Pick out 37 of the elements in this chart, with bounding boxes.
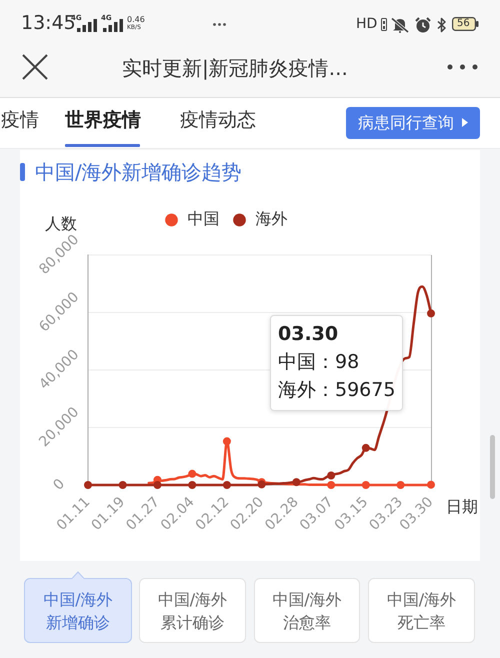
point: [327, 472, 336, 480]
query-button: 病患同行查询: [346, 107, 480, 139]
point: [188, 481, 196, 489]
text: 实时更新|新冠肺炎疫情...: [122, 56, 348, 80]
point: [327, 481, 336, 489]
annotation: 海外：59675: [278, 378, 396, 403]
point: [427, 309, 435, 318]
legend-label: 海外: [256, 209, 288, 228]
annotation: 03.30: [278, 322, 340, 347]
point: [362, 444, 370, 452]
tab-button: 中国/海外死亡率: [368, 578, 475, 643]
point: [118, 481, 127, 489]
point: [427, 480, 435, 489]
point: [292, 478, 300, 486]
text: 疫情: [1, 109, 39, 132]
tab-button: 中国/海外累计确诊: [139, 578, 246, 643]
point: [222, 481, 231, 489]
text: HD: [356, 16, 378, 33]
point: [396, 481, 405, 489]
tooltip: 03.30 中国：98 海外：59675: [270, 315, 404, 411]
text: 0.46: [127, 15, 145, 24]
point: [222, 437, 231, 446]
point: [188, 470, 196, 478]
text: 世界疫情: [65, 109, 141, 132]
text: 疫情动态: [180, 109, 256, 132]
point: [153, 481, 162, 489]
text: 56: [457, 18, 470, 30]
legend-label: 中国: [188, 209, 220, 228]
y-axis-title: 人数: [45, 214, 77, 234]
y-tick-label: 0: [50, 476, 68, 494]
point: [84, 481, 92, 489]
tab-button: 中国/海外治愈率: [254, 578, 360, 643]
tab-button: 中国/海外新增确诊: [24, 578, 132, 643]
chart-title: 中国/海外新增确诊趋势: [35, 160, 242, 184]
x-axis-title: 日期: [446, 497, 478, 516]
annotation: 中国：98: [278, 350, 360, 375]
point: [362, 481, 370, 489]
